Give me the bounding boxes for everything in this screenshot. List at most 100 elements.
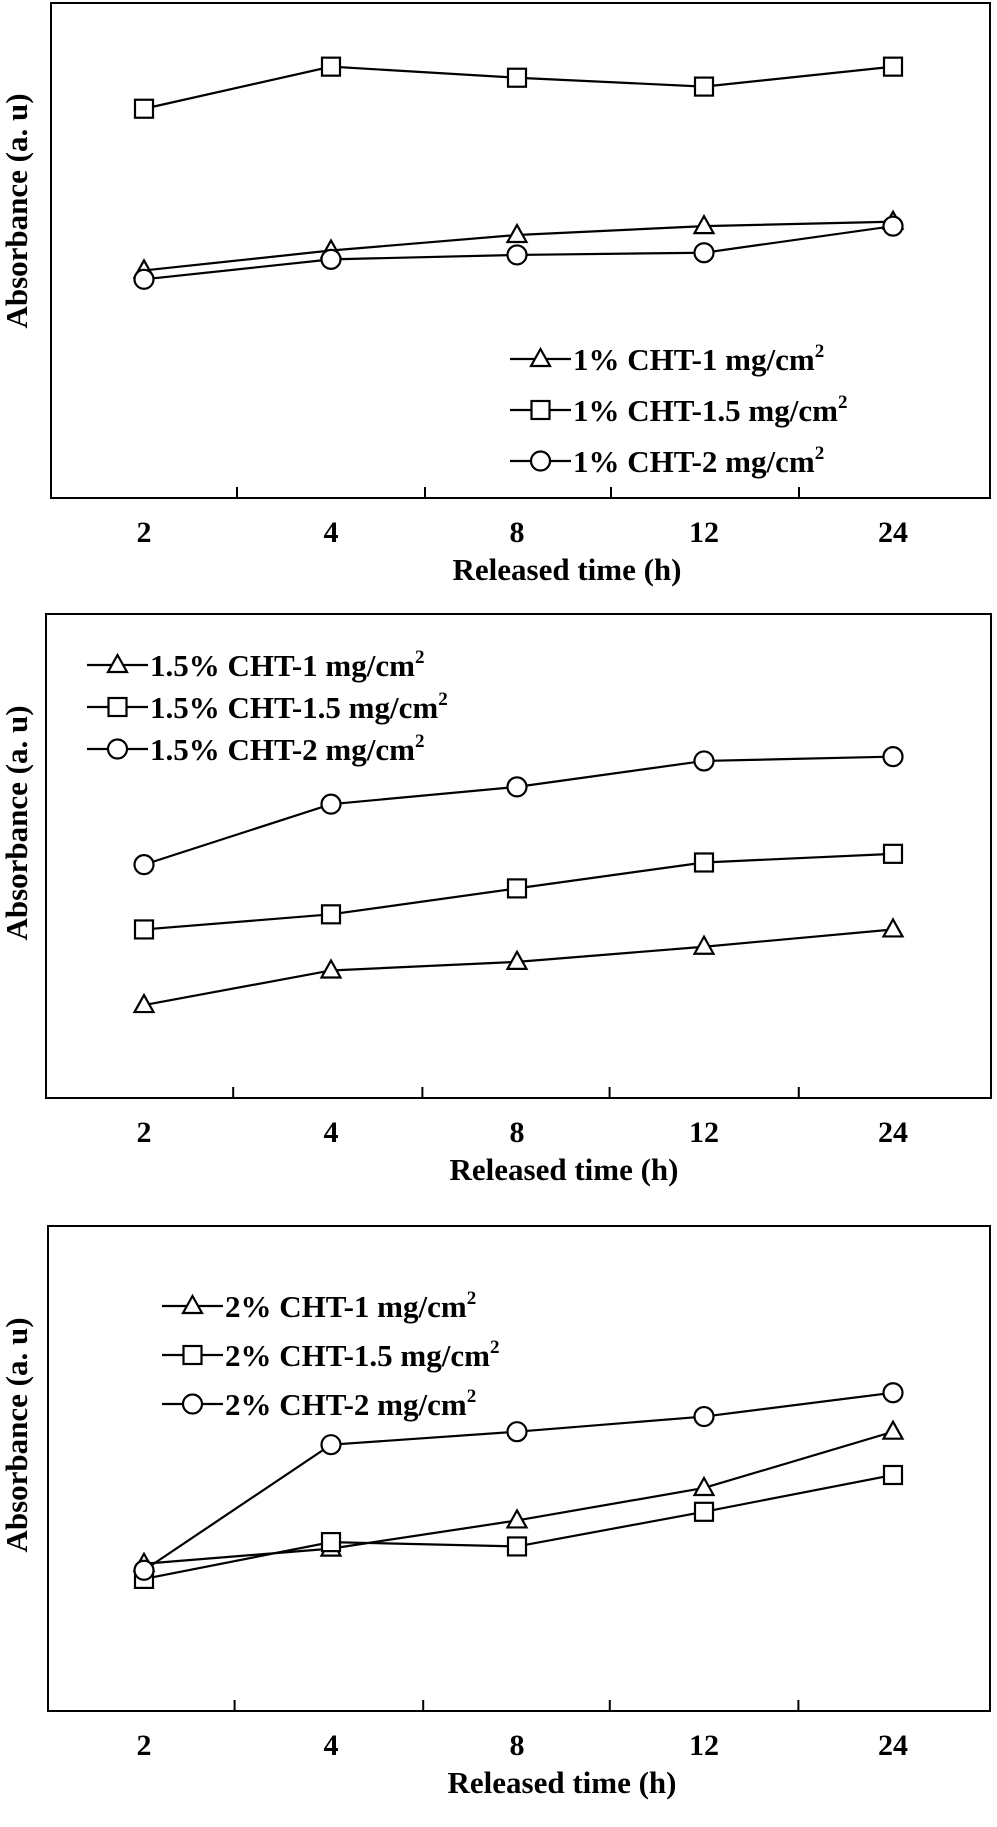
legend-marker-circle xyxy=(529,450,552,472)
data-point-square xyxy=(882,56,904,77)
x-tick-label: 2 xyxy=(137,1116,152,1149)
legend-marker-triangle xyxy=(106,652,129,674)
data-point-square xyxy=(882,1464,904,1486)
data-point-square xyxy=(133,919,155,940)
legend-entry: 2% CHT-1.5 mg/cm2 xyxy=(162,1337,499,1373)
data-point-triangle xyxy=(505,1508,529,1529)
data-point-circle xyxy=(506,776,528,798)
x-axis-label: Released time (h) xyxy=(450,1152,679,1187)
legend-label: 2% CHT-2 mg/cm2 xyxy=(225,1386,476,1422)
x-tick-label: 4 xyxy=(324,1729,339,1762)
x-tick-label: 8 xyxy=(510,1116,525,1149)
legend: 1.5% CHT-1 mg/cm2 1.5% CHT-1.5 mg/cm2 1.5%… xyxy=(87,647,448,767)
legend-entry: 2% CHT-2 mg/cm2 xyxy=(162,1386,476,1422)
legend-entry: 1.5% CHT-1.5 mg/cm2 xyxy=(87,689,448,725)
data-point-triangle xyxy=(505,222,529,244)
data-point-square xyxy=(506,67,528,88)
legend-marker-triangle xyxy=(181,1293,204,1315)
legend: 1% CHT-1 mg/cm2 1% CHT-1.5 mg/cm2 1% CHT-2… xyxy=(510,341,847,479)
x-tick-label: 8 xyxy=(510,516,525,549)
x-tick-label: 8 xyxy=(510,1729,525,1762)
data-point-circle xyxy=(133,268,155,290)
plot-frame xyxy=(47,1225,991,1712)
data-point-circle xyxy=(693,242,715,264)
legend-entry: 1.5% CHT-2 mg/cm2 xyxy=(87,731,424,767)
legend-label: 2% CHT-1 mg/cm2 xyxy=(225,1288,476,1324)
y-axis-label: Absorbance (a. u) xyxy=(0,705,34,940)
series-triangle xyxy=(132,209,905,279)
data-point-triangle xyxy=(692,1475,716,1497)
legend-label: 1% CHT-2 mg/cm2 xyxy=(573,443,824,479)
data-point-circle xyxy=(133,1559,155,1581)
legend-label: 1% CHT-1.5 mg/cm2 xyxy=(573,392,847,428)
data-point-triangle xyxy=(881,1419,905,1440)
data-point-circle xyxy=(320,1434,342,1456)
data-point-square xyxy=(506,1536,528,1557)
legend-label: 1% CHT-1 mg/cm2 xyxy=(573,341,824,377)
y-axis-label: Absorbance (a. u) xyxy=(0,1317,34,1552)
y-axis-label: Absorbance (a. u) xyxy=(0,93,34,328)
data-point-square xyxy=(882,843,904,864)
legend-entry: 1% CHT-1.5 mg/cm2 xyxy=(510,392,847,428)
series-square xyxy=(133,843,904,940)
data-point-square xyxy=(506,878,528,899)
x-axis-label: Released time (h) xyxy=(453,552,682,587)
x-axis-ticks xyxy=(232,1087,800,1098)
data-point-triangle xyxy=(319,958,343,979)
series-circle xyxy=(133,215,904,290)
legend: 2% CHT-1 mg/cm2 2% CHT-1.5 mg/cm2 2% CHT-2… xyxy=(162,1288,499,1422)
data-point-square xyxy=(133,98,155,119)
x-tick-label: 24 xyxy=(878,1729,908,1762)
data-point-circle xyxy=(133,854,155,876)
legend-label: 1.5% CHT-1 mg/cm2 xyxy=(150,647,424,683)
legend-marker-triangle xyxy=(529,346,552,368)
series-line xyxy=(143,755,894,866)
data-point-circle xyxy=(882,215,904,237)
series-circle xyxy=(133,746,904,876)
x-tick-label: 2 xyxy=(137,1729,152,1762)
data-point-triangle xyxy=(881,917,905,938)
legend-label: 2% CHT-1.5 mg/cm2 xyxy=(225,1337,499,1373)
plot-frame xyxy=(50,2,991,499)
x-tick-label: 12 xyxy=(689,1116,719,1149)
legend-entry: 1% CHT-1 mg/cm2 xyxy=(510,341,824,377)
series-square xyxy=(133,56,904,119)
legend-entry: 1.5% CHT-1 mg/cm2 xyxy=(87,647,424,683)
legend-label: 1.5% CHT-1.5 mg/cm2 xyxy=(150,689,448,725)
data-point-circle xyxy=(320,248,342,270)
data-point-circle xyxy=(693,750,715,772)
x-tick-label: 12 xyxy=(689,516,719,549)
data-point-circle xyxy=(882,746,904,768)
data-point-square xyxy=(320,56,342,77)
data-point-square xyxy=(693,76,715,97)
data-point-circle xyxy=(506,244,528,266)
data-point-triangle xyxy=(132,992,156,1014)
x-tick-label: 12 xyxy=(689,1729,719,1762)
data-point-triangle xyxy=(505,949,529,970)
legend-marker-square xyxy=(107,696,128,718)
data-point-square xyxy=(693,1501,715,1522)
series-triangle xyxy=(132,917,905,1014)
legend-marker-square xyxy=(182,1344,203,1366)
data-point-square xyxy=(320,904,342,925)
data-point-square xyxy=(320,1532,342,1553)
x-tick-label: 4 xyxy=(324,1116,339,1149)
x-axis-ticks xyxy=(236,487,800,498)
data-point-circle xyxy=(882,1382,904,1404)
legend-entry: 1% CHT-2 mg/cm2 xyxy=(510,443,824,479)
x-axis-ticks xyxy=(233,1700,800,1711)
data-point-circle xyxy=(506,1421,528,1443)
x-axis-label: Released time (h) xyxy=(448,1765,677,1800)
legend-entry: 2% CHT-1 mg/cm2 xyxy=(162,1288,476,1324)
x-tick-label: 4 xyxy=(324,516,339,549)
legend-marker-square xyxy=(530,399,551,421)
data-point-circle xyxy=(693,1405,715,1428)
legend-label: 1.5% CHT-2 mg/cm2 xyxy=(150,731,424,767)
x-tick-label: 2 xyxy=(137,516,152,549)
series-square xyxy=(133,1464,904,1590)
legend-marker-circle xyxy=(106,738,129,760)
